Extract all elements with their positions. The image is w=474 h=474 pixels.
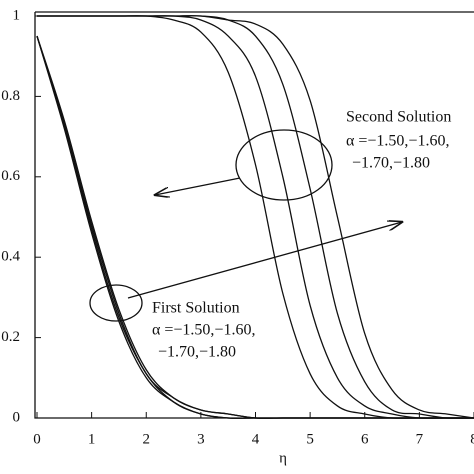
y-tick-label: 0.6 — [1, 168, 20, 184]
x-tick-label: 0 — [33, 431, 41, 447]
line — [36, 15, 474, 419]
x-tick-label: 8 — [470, 431, 474, 447]
x-axis-label: η — [279, 450, 287, 466]
line — [36, 35, 474, 419]
x-tick-label: 6 — [361, 431, 369, 447]
annotation: First Solution — [152, 300, 240, 317]
line — [36, 35, 474, 419]
annotation: α =−1.50,−1.60, — [346, 133, 449, 150]
line — [36, 35, 474, 419]
arrow — [127, 222, 402, 299]
ellipse — [235, 129, 333, 201]
ellipse — [89, 284, 143, 322]
x-tick-label: 2 — [143, 431, 151, 447]
annotation: α =−1.50,−1.60, — [152, 322, 255, 339]
y-tick-label: 0.4 — [1, 249, 20, 265]
x-tick-label: 5 — [306, 431, 314, 447]
y-tick-label: 0 — [13, 409, 21, 425]
annotation: Second Solution — [346, 109, 451, 126]
y-tick-label: 0.2 — [1, 329, 20, 345]
line — [36, 35, 474, 419]
annotation: −1.70,−1.80 — [352, 155, 430, 172]
x-tick-label: 7 — [416, 431, 424, 447]
y-tick-label: 1 — [13, 7, 21, 23]
line — [36, 15, 474, 419]
annotation: −1.70,−1.80 — [158, 344, 236, 361]
x-tick-label: 1 — [88, 431, 96, 447]
y-tick-label: 0.8 — [1, 88, 20, 104]
x-tick-label: 4 — [252, 431, 260, 447]
arrow — [155, 177, 241, 195]
x-tick-label: 3 — [197, 431, 205, 447]
